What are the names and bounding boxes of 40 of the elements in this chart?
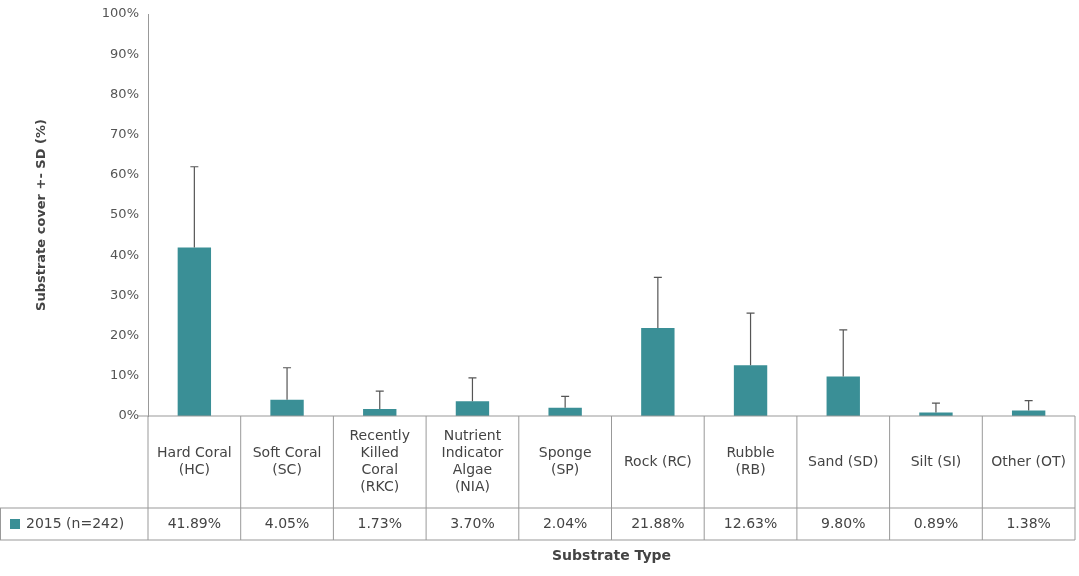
y-tick-label: 30% <box>110 286 139 302</box>
data-label: 2.04% <box>542 514 588 531</box>
y-tick-label: 100% <box>101 5 139 21</box>
y-tick-label: 60% <box>110 166 139 182</box>
x-axis-title: Substrate Type <box>551 546 672 563</box>
bar <box>641 328 675 416</box>
legend-label: 2015 (n=242) <box>26 514 125 531</box>
data-label: 21.88% <box>631 514 685 531</box>
y-tick-label: 80% <box>110 85 139 101</box>
x-tick-label: Sponge (SP) <box>538 444 592 478</box>
x-tick-label: Rubble (RB) <box>726 444 775 478</box>
bar <box>733 365 768 416</box>
data-label: 1.73% <box>357 514 402 531</box>
data-label: 0.89% <box>913 514 959 531</box>
data-label: 41.89% <box>167 514 222 531</box>
data-label: 3.70% <box>450 514 495 531</box>
data-label: 1.38% <box>1006 514 1051 531</box>
bar <box>455 401 490 416</box>
bar <box>270 399 304 416</box>
y-tick-label: 40% <box>110 246 139 262</box>
y-axis-title: Substrate cover +- SD (%) <box>33 119 49 311</box>
y-tick-label: 20% <box>110 326 139 342</box>
data-label: 4.05% <box>264 514 310 531</box>
x-tick-label: Hard Coral (HC) <box>157 444 232 478</box>
y-tick-label: 10% <box>110 367 139 383</box>
x-tick-label: Rock (RC) <box>624 452 692 469</box>
y-tick-label: 90% <box>110 45 139 61</box>
x-tick-label: Other (OT) <box>991 452 1066 469</box>
bar <box>177 247 212 416</box>
x-tick-label: Soft Coral (SC) <box>252 444 322 478</box>
x-tick-label: Nutrient Indicator Algae (NIA) <box>441 427 504 495</box>
bar <box>826 376 860 416</box>
x-tick-label: Sand (SD) <box>808 452 879 469</box>
x-tick-label: Silt (SI) <box>910 452 962 469</box>
y-tick-label: 0% <box>118 407 139 423</box>
y-tick-label: 70% <box>110 125 139 141</box>
y-tick-label: 50% <box>110 206 139 222</box>
data-label: 12.63% <box>723 514 778 531</box>
data-label: 9.80% <box>821 514 866 531</box>
x-tick-label: Recently Killed Coral (RKC) <box>349 427 411 495</box>
